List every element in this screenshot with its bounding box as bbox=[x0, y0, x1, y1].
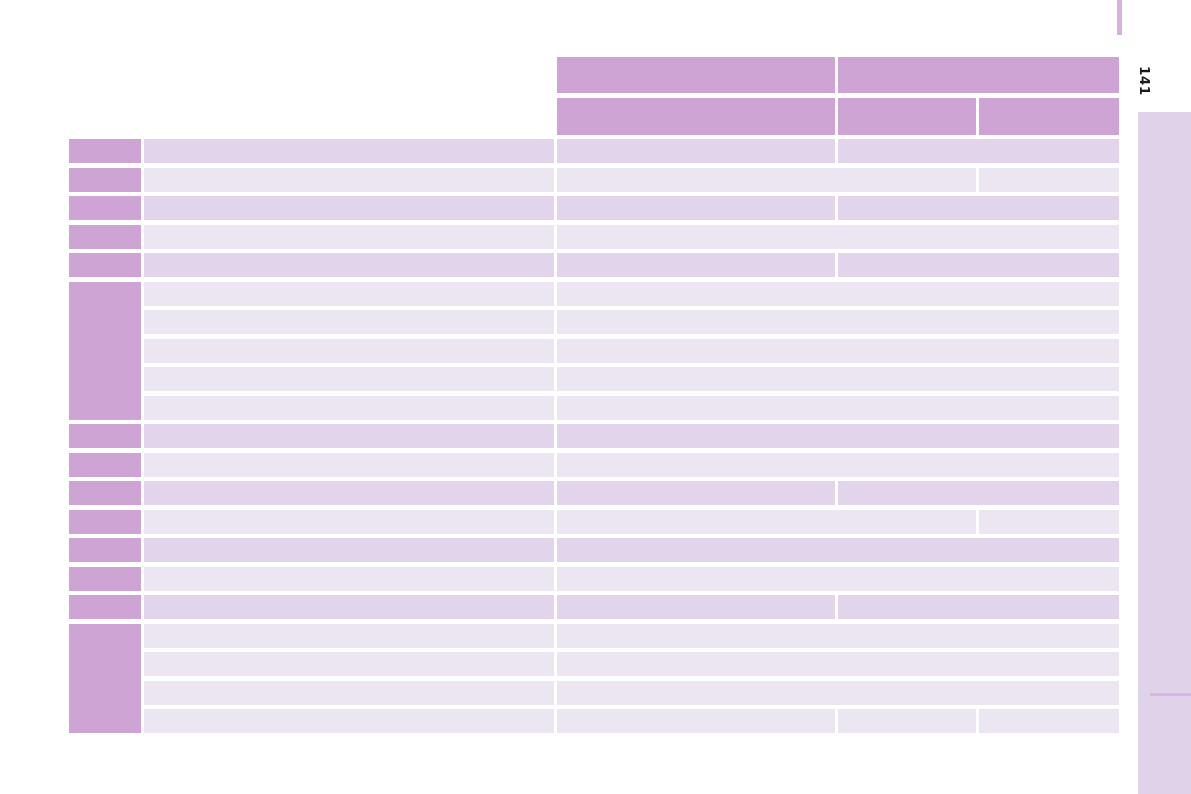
row-label-cell bbox=[69, 253, 141, 277]
data-cell bbox=[557, 680, 1119, 705]
row-name-cell bbox=[144, 338, 554, 363]
data-cell bbox=[979, 509, 1119, 534]
header-cell bbox=[838, 57, 1119, 93]
row-name-cell bbox=[144, 680, 554, 705]
row-name-cell bbox=[144, 509, 554, 534]
data-cell bbox=[557, 452, 1119, 477]
row-label-cell bbox=[69, 452, 141, 477]
row-label-cell bbox=[69, 139, 141, 163]
row-name-cell bbox=[144, 652, 554, 676]
row-name-cell bbox=[144, 424, 554, 448]
row-label-cell bbox=[69, 566, 141, 591]
row-name-cell bbox=[144, 709, 554, 733]
data-cell bbox=[557, 395, 1119, 420]
row-name-cell bbox=[144, 452, 554, 477]
data-cell bbox=[557, 196, 835, 220]
row-name-cell bbox=[144, 566, 554, 591]
data-cell bbox=[557, 652, 1119, 676]
header-cell bbox=[557, 57, 835, 93]
header-cell bbox=[557, 97, 835, 135]
data-cell bbox=[557, 310, 1119, 334]
data-cell bbox=[557, 481, 835, 505]
row-name-cell bbox=[144, 281, 554, 306]
row-label-cell bbox=[69, 538, 141, 562]
data-cell bbox=[557, 566, 1119, 591]
row-label-cell bbox=[69, 224, 141, 249]
data-cell bbox=[838, 595, 1119, 619]
page-number-label: 141 bbox=[1136, 66, 1152, 96]
row-name-cell bbox=[144, 196, 554, 220]
data-cell bbox=[838, 709, 976, 733]
row-label-cell bbox=[69, 196, 141, 220]
chapter-tab-sidebar bbox=[1138, 112, 1191, 794]
header-cell bbox=[979, 97, 1119, 135]
row-name-cell bbox=[144, 395, 554, 420]
row-name-cell bbox=[144, 167, 554, 192]
row-label-cell bbox=[69, 167, 141, 192]
data-cell bbox=[557, 338, 1119, 363]
row-label-cell bbox=[69, 595, 141, 619]
row-name-cell bbox=[144, 224, 554, 249]
row-name-cell bbox=[144, 139, 554, 163]
data-cell bbox=[557, 139, 835, 163]
spec-table bbox=[69, 57, 1119, 733]
data-cell bbox=[557, 509, 976, 534]
data-cell bbox=[838, 481, 1119, 505]
row-name-cell bbox=[144, 310, 554, 334]
data-cell bbox=[838, 253, 1119, 277]
sidebar-divider bbox=[1150, 693, 1191, 696]
data-cell bbox=[557, 224, 1119, 249]
row-label-cell bbox=[69, 509, 141, 534]
data-cell bbox=[979, 709, 1119, 733]
row-label-cell bbox=[69, 424, 141, 448]
data-cell bbox=[838, 139, 1119, 163]
row-name-cell bbox=[144, 481, 554, 505]
data-cell bbox=[557, 167, 976, 192]
data-cell bbox=[557, 709, 835, 733]
row-label-cell bbox=[69, 623, 141, 733]
chapter-edge-marker bbox=[1117, 0, 1122, 35]
data-cell bbox=[557, 281, 1119, 306]
row-name-cell bbox=[144, 538, 554, 562]
data-cell bbox=[557, 253, 835, 277]
row-name-cell bbox=[144, 623, 554, 648]
row-label-cell bbox=[69, 481, 141, 505]
row-label-cell bbox=[69, 281, 141, 420]
row-name-cell bbox=[144, 595, 554, 619]
header-cell bbox=[838, 97, 976, 135]
data-cell bbox=[557, 424, 1119, 448]
data-cell bbox=[557, 595, 835, 619]
data-cell bbox=[979, 167, 1119, 192]
row-name-cell bbox=[144, 367, 554, 391]
data-cell bbox=[557, 538, 1119, 562]
data-cell bbox=[557, 623, 1119, 648]
row-name-cell bbox=[144, 253, 554, 277]
data-cell bbox=[838, 196, 1119, 220]
data-cell bbox=[557, 367, 1119, 391]
